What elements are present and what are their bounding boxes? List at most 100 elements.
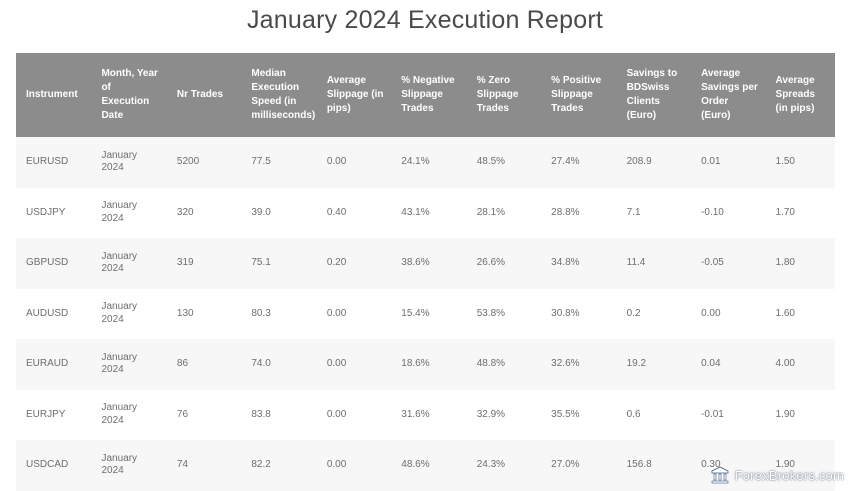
header-savings: Savings to BDSwiss Clients (Euro) <box>616 53 692 137</box>
header-avg-savings: Average Savings per Order (Euro) <box>691 53 766 137</box>
cell-zero-slippage: 53.8% <box>466 288 542 339</box>
cell-nr-trades: 74 <box>166 440 242 491</box>
cell-avg-spreads: 1.50 <box>765 137 835 188</box>
cell-zero-slippage: 32.9% <box>466 389 542 440</box>
cell-savings: 19.2 <box>616 339 692 390</box>
cell-month-year: January 2024 <box>91 440 167 491</box>
cell-month-year: January 2024 <box>91 339 167 390</box>
cell-negative-slippage: 15.4% <box>391 288 467 339</box>
table-row: USDJPY January 2024 320 39.0 0.40 43.1% 28.1% 2… <box>16 187 835 238</box>
cell-negative-slippage: 48.6% <box>391 440 467 491</box>
cell-avg-slippage: 0.00 <box>316 288 392 339</box>
cell-zero-slippage: 28.1% <box>466 187 542 238</box>
cell-nr-trades: 319 <box>166 238 242 289</box>
cell-instrument: USDCAD <box>16 440 92 491</box>
cell-positive-slippage: 32.6% <box>541 339 617 390</box>
cell-avg-slippage: 0.20 <box>316 238 392 289</box>
cell-negative-slippage: 31.6% <box>391 389 467 440</box>
cell-instrument: EURAUD <box>16 339 92 390</box>
cell-avg-savings: 0.30 <box>691 440 766 491</box>
cell-avg-spreads: 1.60 <box>765 288 835 339</box>
cell-avg-spreads: 1.80 <box>765 238 835 289</box>
cell-savings: 208.9 <box>616 137 692 188</box>
cell-instrument: AUDUSD <box>16 288 92 339</box>
cell-zero-slippage: 26.6% <box>466 238 542 289</box>
table-row: EURJPY January 2024 76 83.8 0.00 31.6% 32.9% 35… <box>16 389 835 440</box>
table-row: USDCAD January 2024 74 82.2 0.00 48.6% 24.3% 27… <box>16 440 835 491</box>
cell-avg-savings: -0.01 <box>691 389 766 440</box>
cell-month-year: January 2024 <box>91 238 167 289</box>
header-negative-slippage: % Negative Slippage Trades <box>391 53 467 137</box>
cell-negative-slippage: 43.1% <box>391 187 467 238</box>
cell-positive-slippage: 28.8% <box>541 187 617 238</box>
table-row: EURAUD January 2024 86 74.0 0.00 18.6% 48.8% 32… <box>16 339 835 390</box>
cell-nr-trades: 320 <box>166 187 242 238</box>
cell-zero-slippage: 48.8% <box>466 339 542 390</box>
cell-instrument: GBPUSD <box>16 238 92 289</box>
cell-positive-slippage: 27.0% <box>541 440 617 491</box>
header-zero-slippage: % Zero Slippage Trades <box>466 53 542 137</box>
header-instrument: Instrument <box>16 53 92 137</box>
cell-instrument: EURJPY <box>16 389 92 440</box>
cell-avg-slippage: 0.00 <box>316 137 392 188</box>
cell-avg-spreads: 1.70 <box>765 187 835 238</box>
cell-positive-slippage: 30.8% <box>541 288 617 339</box>
forexbrokers-logo-icon <box>710 466 730 484</box>
cell-zero-slippage: 48.5% <box>466 137 542 188</box>
cell-avg-savings: -0.05 <box>691 238 766 289</box>
header-avg-spreads: Average Spreads (in pips) <box>765 53 835 137</box>
cell-month-year: January 2024 <box>91 187 167 238</box>
header-nr-trades: Nr Trades <box>166 53 242 137</box>
cell-avg-savings: 0.00 <box>691 288 766 339</box>
page-title: January 2024 Execution Report <box>246 6 604 34</box>
cell-zero-slippage: 24.3% <box>466 440 542 491</box>
table-row: AUDUSD January 2024 130 80.3 0.00 15.4% 53.8% 3… <box>16 288 835 339</box>
cell-nr-trades: 76 <box>166 389 242 440</box>
cell-avg-savings: -0.10 <box>691 187 766 238</box>
cell-savings: 7.1 <box>616 187 692 238</box>
cell-avg-spreads: 1.90 <box>765 389 835 440</box>
cell-median-speed: 74.0 <box>241 339 317 390</box>
cell-median-speed: 83.8 <box>241 389 317 440</box>
table-row: GBPUSD January 2024 319 75.1 0.20 38.6% 26.6% 3… <box>16 238 835 289</box>
cell-median-speed: 75.1 <box>241 238 317 289</box>
watermark-text: ForexBrokers.com <box>734 467 844 483</box>
cell-instrument: USDJPY <box>16 187 92 238</box>
cell-median-speed: 82.2 <box>241 440 317 491</box>
cell-median-speed: 39.0 <box>241 187 317 238</box>
cell-negative-slippage: 18.6% <box>391 339 467 390</box>
cell-month-year: January 2024 <box>91 389 167 440</box>
cell-nr-trades: 5200 <box>166 137 242 188</box>
cell-savings: 0.2 <box>616 288 692 339</box>
cell-avg-slippage: 0.00 <box>316 339 392 390</box>
execution-report-table: Instrument Month, Year of Execution Date… <box>16 53 835 491</box>
cell-instrument: EURUSD <box>16 137 92 188</box>
cell-avg-slippage: 0.00 <box>316 389 392 440</box>
cell-median-speed: 80.3 <box>241 288 317 339</box>
header-median-speed: Median Execution Speed (in milliseconds) <box>241 53 317 137</box>
cell-avg-spreads: 1.90 <box>765 440 835 491</box>
cell-month-year: January 2024 <box>91 137 167 188</box>
cell-avg-spreads: 4.00 <box>765 339 835 390</box>
cell-avg-slippage: 0.40 <box>316 187 392 238</box>
cell-positive-slippage: 27.4% <box>541 137 617 188</box>
table-body: EURUSD January 2024 5200 77.5 0.00 24.1% 48.5%… <box>16 137 835 491</box>
cell-savings: 156.8 <box>616 440 692 491</box>
header-avg-slippage: Average Slippage (in pips) <box>316 53 392 137</box>
cell-savings: 0.6 <box>616 389 692 440</box>
cell-savings: 11.4 <box>616 238 692 289</box>
cell-positive-slippage: 35.5% <box>541 389 617 440</box>
watermark: ForexBrokers.com <box>710 466 844 484</box>
cell-avg-savings: 0.01 <box>691 137 766 188</box>
cell-positive-slippage: 34.8% <box>541 238 617 289</box>
table-row: EURUSD January 2024 5200 77.5 0.00 24.1% 48.5%… <box>16 137 835 188</box>
cell-avg-slippage: 0.00 <box>316 440 392 491</box>
cell-nr-trades: 130 <box>166 288 242 339</box>
header-month-year: Month, Year of Execution Date <box>91 53 167 137</box>
header-positive-slippage: % Positive Slippage Trades <box>541 53 617 137</box>
cell-avg-savings: 0.04 <box>691 339 766 390</box>
cell-month-year: January 2024 <box>91 288 167 339</box>
cell-negative-slippage: 24.1% <box>391 137 467 188</box>
table-header-row: Instrument Month, Year of Execution Date… <box>16 53 835 137</box>
cell-nr-trades: 86 <box>166 339 242 390</box>
